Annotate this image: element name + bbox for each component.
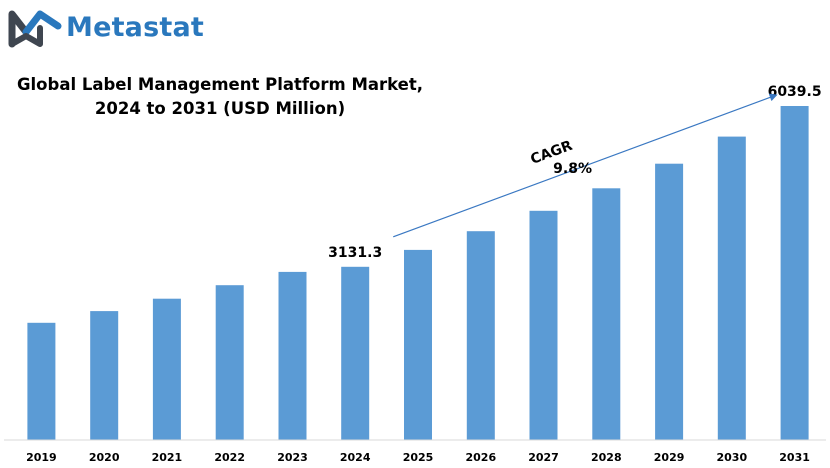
x-tick-2022: 2022 (214, 451, 245, 464)
x-tick-2029: 2029 (654, 451, 685, 464)
bar-2029 (655, 163, 684, 440)
chart-title-line2: 2024 to 2031 (USD Million) (94, 99, 346, 118)
brand-logo: Metastat (8, 8, 204, 48)
chart-title-line1: Global Label Management Platform Market, (16, 75, 424, 94)
chart-title: Global Label Management Platform Market,… (14, 73, 426, 121)
x-tick-2027: 2027 (528, 451, 559, 464)
x-tick-2025: 2025 (403, 451, 434, 464)
x-tick-2031: 2031 (779, 451, 810, 464)
bar-2021 (152, 298, 181, 440)
brand-name: Metastat (66, 12, 205, 43)
data-label-2024: 3131.3 (328, 245, 382, 261)
cagr-value: 9.8% (553, 161, 592, 177)
x-tick-2026: 2026 (465, 451, 496, 464)
bar-2031 (780, 106, 809, 440)
bar-2022 (215, 285, 244, 440)
x-axis-tick-labels: 2019 2020 2021 2022 2023 2024 2025 2026 2027 2028… (26, 451, 810, 464)
bar-2028 (592, 188, 621, 440)
data-label-2031: 6039.5 (768, 84, 822, 100)
bar-2023 (278, 271, 307, 440)
x-tick-2019: 2019 (26, 451, 57, 464)
bar-2030 (717, 136, 746, 440)
metastat-logo-icon (8, 10, 62, 48)
bar-2024 (341, 266, 370, 440)
bar-2026 (466, 231, 495, 440)
bar-2027 (529, 210, 558, 440)
x-tick-2020: 2020 (89, 451, 120, 464)
data-labels: 3131.3 6039.5 (328, 84, 821, 261)
x-tick-2023: 2023 (277, 451, 308, 464)
x-tick-2030: 2030 (716, 451, 747, 464)
x-tick-2028: 2028 (591, 451, 622, 464)
bar-2025 (404, 249, 432, 440)
bar-series (27, 106, 809, 440)
bar-2019 (27, 322, 56, 440)
bar-2020 (90, 311, 119, 440)
x-tick-2024: 2024 (340, 451, 371, 464)
x-tick-2021: 2021 (152, 451, 183, 464)
cagr-arrow (393, 93, 778, 238)
